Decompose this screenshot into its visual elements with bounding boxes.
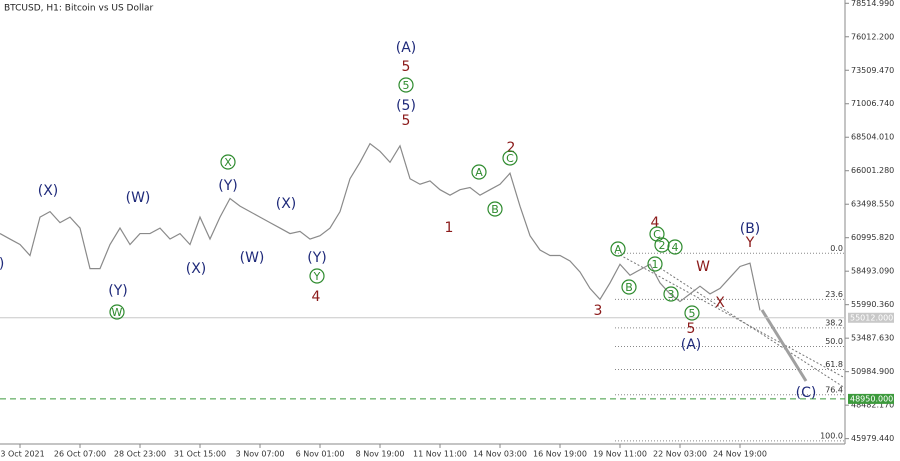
chart-title: BTCUSD, H1: Bitcoin vs US Dollar: [4, 4, 153, 14]
wave-label: W: [696, 259, 710, 275]
price-box: [848, 393, 894, 404]
x-tick-label: 26 Oct 07:00: [54, 450, 106, 459]
y-tick-label: 48482.170: [851, 401, 894, 410]
wave-label: C: [506, 152, 514, 165]
y-tick-label: 78514.990: [851, 0, 894, 8]
y-tick-label: 71006.740: [851, 99, 894, 108]
wave-label: 4: [672, 241, 679, 254]
wave-label: W: [112, 306, 123, 319]
y-tick-label: 45979.440: [851, 434, 894, 443]
x-tick-label: 3 Nov 07:00: [236, 450, 285, 459]
wave-label: 5: [689, 307, 696, 320]
wave-label: (X): [38, 183, 59, 199]
wave-circle: [684, 305, 700, 321]
wave-label: (C): [796, 385, 817, 401]
fib-label: 76.4: [825, 385, 843, 394]
wave-circle: [610, 241, 626, 257]
wave-label: Y: [745, 235, 755, 251]
y-tick-label: 50984.900: [851, 367, 894, 376]
x-tick-label: 24 Nov 19:00: [713, 450, 767, 459]
wave-label: B: [625, 281, 633, 294]
price-box-label: 48950.000: [850, 394, 893, 403]
wave-label: B: [491, 203, 499, 216]
x-tick-label: 8 Nov 19:00: [356, 450, 405, 459]
wave-label: X: [224, 156, 232, 169]
wave-circle: [667, 239, 683, 255]
wave-label: (5): [396, 98, 416, 114]
x-tick-label: 31 Oct 15:00: [174, 450, 226, 459]
wave-circle: [109, 304, 125, 320]
wave-label: 5: [402, 59, 411, 75]
wave-circle: [621, 279, 637, 295]
wave-label: (Y): [108, 283, 127, 299]
wave-circle: [471, 164, 487, 180]
wave-circle: [663, 286, 679, 302]
wave-label: 2: [507, 140, 516, 156]
y-tick-label: 63498.550: [851, 200, 894, 209]
wave-label: A: [614, 243, 622, 256]
wave-circle: [398, 77, 414, 93]
wave-label: 1: [445, 220, 454, 236]
y-tick-label: 73509.470: [851, 66, 894, 75]
wave-label: 1: [652, 258, 659, 271]
x-tick-label: 28 Oct 23:00: [114, 450, 166, 459]
wave-label: 2: [659, 239, 666, 252]
x-tick-label: 14 Nov 03:00: [473, 450, 527, 459]
wave-label: (Y): [307, 250, 326, 266]
channel-line: [659, 267, 846, 389]
y-tick-label: 58493.090: [851, 267, 894, 276]
y-tick-label: 68504.010: [851, 133, 894, 142]
wave-label: (W): [126, 190, 151, 206]
price-line-series: [0, 142, 761, 311]
wave-label: A: [475, 166, 483, 179]
fib-label: 38.2: [825, 318, 843, 327]
wave-label: (W): [240, 250, 265, 266]
wave-circle: [309, 268, 325, 284]
wave-label: (A): [681, 337, 702, 353]
y-tick-label: 76012.200: [851, 32, 894, 41]
x-tick-label: 11 Nov 11:00: [413, 450, 467, 459]
fib-label: 61.8: [825, 360, 843, 369]
wave-label: 3: [668, 288, 675, 301]
fib-label: 23.6: [825, 290, 843, 299]
wave-label: X: [715, 295, 725, 311]
wave-label: 4: [312, 289, 321, 305]
y-tick-label: 66001.280: [851, 166, 894, 175]
wave-circle: [647, 256, 663, 272]
fib-label: 100.0: [820, 431, 843, 440]
y-tick-label: 60995.820: [851, 233, 894, 242]
wave-circle: [654, 237, 670, 253]
wave-circle: [220, 154, 236, 170]
wave-label: (A): [396, 40, 417, 56]
wave-label: 3: [594, 303, 603, 319]
wave-label: (X): [186, 261, 207, 277]
wave-circle: [487, 201, 503, 217]
x-tick-label: 16 Nov 19:00: [533, 450, 587, 459]
wave-circle: [649, 226, 665, 242]
price-box: [848, 312, 894, 323]
wave-label: 5: [402, 113, 411, 129]
fib-label: 0.0: [830, 244, 843, 253]
x-tick-label: 19 Nov 11:00: [593, 450, 647, 459]
x-tick-label: 22 Nov 03:00: [653, 450, 707, 459]
wave-label: 5: [687, 321, 696, 337]
wave-label: (W): [0, 256, 4, 272]
wave-label: C: [653, 228, 661, 241]
channel-line: [619, 254, 846, 379]
wave-label: (X): [276, 196, 297, 212]
wave-label: Y: [313, 270, 321, 283]
wave-label: 4: [651, 215, 660, 231]
fib-label: 50.0: [825, 337, 843, 346]
x-tick-label: 6 Nov 01:00: [296, 450, 345, 459]
x-tick-label: 23 Oct 2021: [0, 450, 45, 459]
y-tick-label: 55990.360: [851, 300, 894, 309]
wave-circle: [502, 150, 518, 166]
y-tick-label: 53487.630: [851, 334, 894, 343]
wave-label: (Y): [218, 178, 237, 194]
wave-label: 5: [403, 79, 410, 92]
price-box-label: 55012.000: [850, 313, 893, 322]
wave-label: (B): [740, 221, 761, 237]
